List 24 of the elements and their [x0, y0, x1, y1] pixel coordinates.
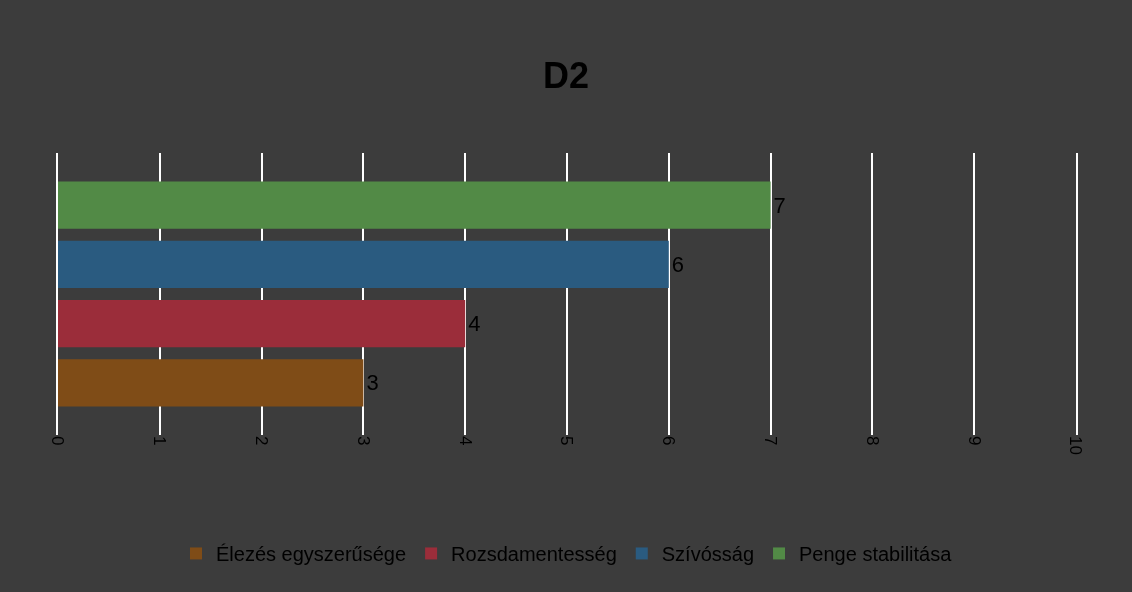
data-label: 6	[671, 251, 685, 277]
data-label: 4	[468, 311, 481, 337]
x-tick-label: 1	[150, 436, 170, 446]
legend-label: Szívósság	[661, 543, 755, 566]
data-label: 3	[366, 370, 379, 396]
x-tick-label: 9	[964, 436, 984, 446]
bar	[58, 299, 466, 348]
data-label: 7	[773, 192, 786, 218]
chart-title: D2	[542, 54, 590, 96]
x-tick-label: 4	[455, 436, 475, 446]
x-tick-label: 8	[862, 436, 882, 446]
legend-label: Penge stabilitása	[799, 543, 953, 566]
x-tick-label: 7	[761, 436, 781, 446]
x-tick-label: 5	[557, 436, 577, 446]
bar	[58, 181, 771, 229]
x-tick-label: 2	[252, 436, 272, 446]
x-tick-label: 10	[1066, 436, 1086, 455]
bar	[58, 359, 364, 407]
legend-label: Rozsdamentesség	[451, 543, 617, 566]
bar	[58, 240, 669, 289]
x-tick-label: 3	[353, 436, 373, 446]
x-tick-label: 6	[659, 436, 679, 446]
legend-label: Élezés egyszerűsége	[216, 543, 407, 566]
x-tick-label: 0	[48, 436, 68, 446]
